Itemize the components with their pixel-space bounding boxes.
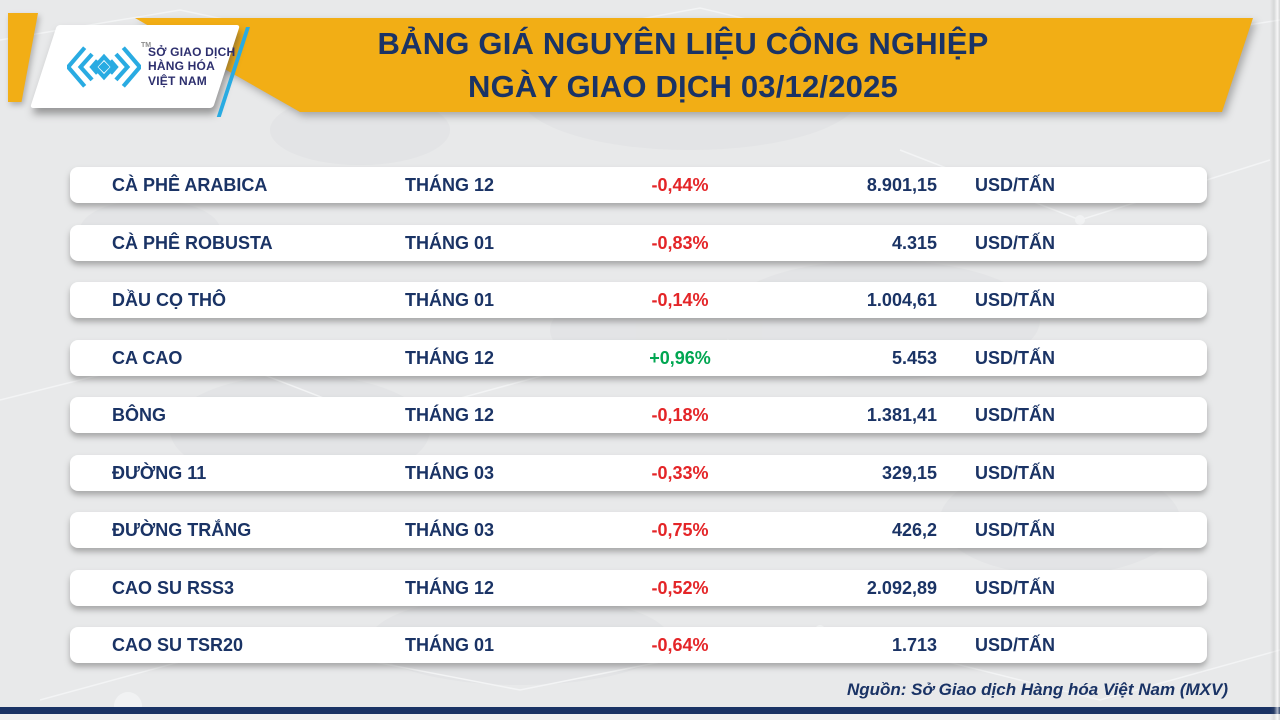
commodity-name-cell: CA CAO: [112, 347, 183, 368]
bottom-navy-bar: [0, 707, 1280, 714]
price-cell: 5.453: [891, 347, 937, 368]
change-percent-cell: -0,52%: [651, 577, 709, 598]
unit-cell: USD/TẤN: [975, 175, 1055, 195]
contract-month-cell: THÁNG 01: [405, 232, 495, 253]
commodity-name-cell: CÀ PHÊ ROBUSTA: [112, 232, 273, 253]
unit-cell: USD/TẤN: [975, 462, 1055, 483]
table-row: ĐƯỜNG 11 THÁNG 03 -0,33% 329,15 USD/TẤN: [70, 454, 1207, 491]
commodity-name-cell: ĐƯỜNG 11: [112, 462, 207, 483]
logo-org-name: SỞ GIAO DỊCH HÀNG HÓA VIỆT NAM: [148, 44, 236, 88]
table-row: BÔNG THÁNG 12 -0,18% 1.381,41 USD/TẤN: [70, 397, 1207, 433]
contract-month-cell: THÁNG 12: [405, 577, 495, 598]
right-edge-shadow: [1270, 0, 1280, 720]
contract-month-cell: THÁNG 12: [405, 175, 495, 195]
commodity-name-cell: ĐƯỜNG TRẮNG: [112, 520, 252, 540]
change-percent-cell: -0,75%: [651, 520, 709, 540]
source-credit: Nguồn: Sở Giao dịch Hàng hóa Việt Nam (M…: [846, 680, 1228, 699]
commodity-name-cell: CAO SU TSR20: [112, 635, 244, 655]
price-cell: 1.004,61: [866, 290, 937, 310]
unit-cell: USD/TẤN: [975, 290, 1055, 310]
table-row: CÀ PHÊ ROBUSTA THÁNG 01 -0,83% 4.315 USD…: [70, 224, 1207, 261]
commodity-name-cell: CÀ PHÊ ARABICA: [112, 175, 268, 195]
mxv-logo: TM SỞ GIAO DỊCH HÀNG HÓA VIỆT NAM: [30, 25, 241, 108]
unit-cell: USD/TẤN: [975, 520, 1055, 540]
table-row: CAO SU TSR20 THÁNG 01 -0,64% 1.713 USD/T…: [70, 627, 1207, 663]
change-percent-cell: -0,33%: [651, 462, 709, 483]
contract-month-cell: THÁNG 03: [405, 462, 495, 483]
unit-cell: USD/TẤN: [975, 232, 1055, 253]
price-table: CÀ PHÊ ARABICA THÁNG 12 -0,44% 8.901,15 …: [70, 167, 1207, 663]
mxv-logo-icon: [67, 45, 141, 88]
table-row: CA CAO THÁNG 12 +0,96% 5.453 USD/TẤN: [70, 339, 1207, 376]
page-title-line2: NGÀY GIAO DỊCH 03/12/2025: [468, 69, 898, 104]
commodity-name-cell: BÔNG: [112, 405, 166, 425]
unit-cell: USD/TẤN: [975, 635, 1055, 655]
contract-month-cell: THÁNG 01: [405, 635, 495, 655]
table-row: CAO SU RSS3 THÁNG 12 -0,52% 2.092,89 USD…: [70, 569, 1207, 606]
bottom-light-strip: [0, 714, 1280, 720]
price-cell: 8.901,15: [866, 175, 937, 195]
price-cell: 329,15: [881, 462, 937, 483]
trademark-symbol: TM: [141, 42, 152, 49]
unit-cell: USD/TẤN: [975, 347, 1055, 368]
unit-cell: USD/TẤN: [975, 405, 1055, 425]
price-cell: 1.713: [891, 635, 937, 655]
page-title-line1: BẢNG GIÁ NGUYÊN LIỆU CÔNG NGHIỆP: [377, 26, 989, 61]
left-accent-wedge: [8, 13, 38, 102]
contract-month-cell: THÁNG 03: [405, 520, 495, 540]
price-cell: 4.315: [891, 232, 937, 253]
commodity-name-cell: CAO SU RSS3: [112, 577, 235, 598]
price-cell: 426,2: [891, 520, 937, 540]
change-percent-cell: -0,83%: [651, 232, 709, 253]
price-cell: 2.092,89: [866, 577, 937, 598]
price-cell: 1.381,41: [866, 405, 937, 425]
table-row: CÀ PHÊ ARABICA THÁNG 12 -0,44% 8.901,15 …: [70, 167, 1207, 203]
contract-month-cell: THÁNG 01: [405, 290, 495, 310]
commodity-name-cell: DẦU CỌ THÔ: [112, 290, 226, 310]
header-banner: BẢNG GIÁ NGUYÊN LIỆU CÔNG NGHIỆP NGÀY GI…: [135, 18, 1253, 112]
unit-cell: USD/TẤN: [975, 577, 1055, 598]
change-percent-cell: -0,44%: [651, 175, 709, 195]
table-row: DẦU CỌ THÔ THÁNG 01 -0,14% 1.004,61 USD/…: [70, 282, 1207, 318]
contract-month-cell: THÁNG 12: [405, 405, 495, 425]
table-row: ĐƯỜNG TRẮNG THÁNG 03 -0,75% 426,2 USD/TẤ…: [70, 512, 1207, 548]
contract-month-cell: THÁNG 12: [405, 347, 495, 368]
change-percent-cell: -0,18%: [651, 405, 709, 425]
